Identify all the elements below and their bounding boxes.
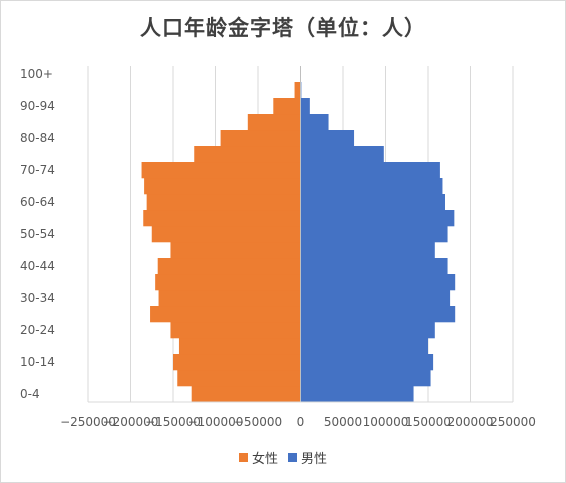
bar-male-35-39 [300,274,456,291]
bar-male-15-19 [300,338,428,355]
bar-male-45-49 [300,242,435,259]
bar-female-25-29 [150,306,301,323]
bar-female-10-14 [173,354,301,371]
x-tick-label: 50000 [324,415,362,429]
bar-male-70-74 [300,162,440,179]
bar-female-35-39 [155,274,301,291]
y-tick-label: 50-54 [20,227,55,241]
bar-male-5-9 [300,370,431,387]
bar-female-60-64 [146,194,301,211]
bar-female-30-34 [158,290,301,307]
chart-title: 人口年龄金字塔（单位：人） [140,15,426,40]
bar-female-0-4 [191,386,301,403]
legend: 女性 男性 [0,448,566,467]
y-tick-label: 70-74 [20,163,55,177]
bar-female-15-19 [178,338,301,355]
x-tick-label: −100000 [188,415,244,429]
x-tick-label: −250000 [60,415,116,429]
y-tick-label: 60-64 [20,195,55,209]
series-female [141,82,301,403]
bar-male-55-59 [300,210,455,227]
bar-male-20-24 [300,322,435,339]
bar-male-50-54 [300,226,448,243]
x-tick-label: 0 [297,415,305,429]
x-tick-label: 150000 [405,415,451,429]
bar-male-0-4 [300,386,414,403]
bar-male-85-89 [300,114,329,131]
y-tick-label: 40-44 [20,259,55,273]
bar-female-40-44 [157,258,301,275]
y-tick-label: 30-34 [20,291,55,305]
y-tick-label: 20-24 [20,323,55,337]
bar-female-85-89 [247,114,301,131]
bar-female-70-74 [141,162,301,179]
bar-male-30-34 [300,290,451,307]
legend-swatch-male [288,453,297,462]
bar-male-25-29 [300,306,456,323]
bar-male-75-79 [300,146,384,163]
bar-female-90-94 [273,98,301,115]
y-tick-label: 10-14 [20,355,55,369]
x-tick-label: 100000 [363,415,409,429]
bar-female-95-99 [294,82,301,99]
x-tick-label: 200000 [448,415,494,429]
series-male [300,82,456,403]
bar-female-55-59 [143,210,301,227]
bar-male-65-69 [300,178,443,195]
bar-female-65-69 [144,178,301,195]
legend-label-female: 女性 [251,452,278,467]
bar-female-45-49 [170,242,301,259]
bar-male-60-64 [300,194,445,211]
y-tick-label: 0-4 [20,387,40,401]
bar-male-10-14 [300,354,434,371]
legend-item-female: 女性 [238,448,278,467]
legend-item-male: 男性 [288,448,327,467]
legend-label-male: 男性 [301,452,328,467]
x-tick-label: −50000 [234,415,282,429]
bar-female-80-84 [220,130,301,147]
bar-female-5-9 [177,370,301,387]
bar-male-40-44 [300,258,448,275]
bar-female-75-79 [194,146,301,163]
x-tick-label: −200000 [103,415,159,429]
y-tick-label: 90-94 [20,99,55,113]
bar-female-50-54 [151,226,301,243]
bar-male-90-94 [300,98,310,115]
legend-swatch-female [238,453,248,462]
bar-male-80-84 [300,130,355,147]
x-tick-label: −150000 [145,415,201,429]
bar-female-20-24 [170,322,301,339]
x-tick-label: 250000 [490,415,536,429]
y-tick-label: 80-84 [20,131,55,145]
y-tick-label: 100+ [20,67,53,81]
